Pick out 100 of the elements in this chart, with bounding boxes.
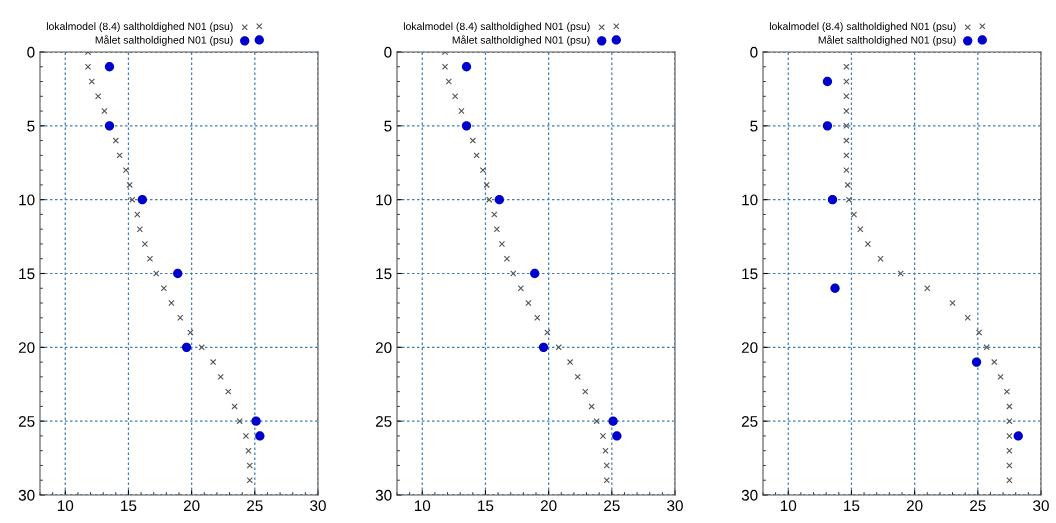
y-tick-label: 20	[741, 342, 758, 354]
y-tick-label: 30	[741, 489, 758, 501]
point	[857, 226, 864, 233]
y-tick-label: 30	[18, 489, 35, 501]
point	[971, 357, 982, 367]
point	[445, 78, 452, 85]
y-tick-label: 15	[376, 268, 392, 280]
point	[603, 462, 610, 469]
point	[844, 181, 851, 189]
point	[1006, 447, 1013, 454]
point	[251, 416, 261, 426]
point	[897, 270, 904, 277]
point	[997, 373, 1004, 381]
point	[473, 152, 480, 159]
x-tick-label: 25	[604, 500, 620, 512]
y-tick-label: 5	[27, 120, 35, 132]
point	[136, 226, 143, 233]
point	[1013, 431, 1023, 441]
point	[827, 195, 838, 205]
point	[458, 107, 465, 115]
point	[603, 477, 610, 484]
x-tick-label: 30	[667, 500, 683, 512]
point	[491, 211, 498, 218]
legend-label: Målet saltholdighed N01 (psu)	[452, 35, 590, 46]
legend-label: lokalmodel (8.4) saltholdighed N01 (psu)	[46, 22, 233, 33]
point	[534, 314, 541, 321]
point	[845, 196, 853, 203]
point	[160, 285, 167, 292]
point	[991, 358, 998, 366]
y-tick-label: 20	[375, 342, 392, 354]
point	[153, 270, 160, 277]
point	[461, 121, 472, 131]
x-tick-label: 20	[906, 500, 923, 512]
point	[517, 285, 524, 292]
point	[177, 314, 184, 321]
point	[236, 418, 243, 425]
point	[94, 93, 102, 100]
point	[608, 416, 618, 426]
point	[510, 270, 517, 277]
point	[461, 62, 472, 72]
legend-label: lokalmodel (8.4) saltholdighed N01 (psu)	[403, 22, 590, 33]
y-tick-label: 5	[384, 120, 392, 132]
point	[612, 431, 622, 441]
x-tick-label: 20	[540, 500, 557, 512]
point	[843, 166, 850, 174]
point	[1006, 477, 1013, 484]
point	[126, 181, 133, 189]
point	[830, 283, 840, 293]
point	[168, 299, 175, 307]
x-tick-label: 30	[1033, 500, 1049, 512]
y-tick-label: 5	[750, 120, 758, 132]
point	[530, 268, 540, 279]
x-tick-label: 20	[183, 500, 200, 512]
point	[924, 285, 931, 292]
point	[850, 211, 858, 218]
point	[246, 477, 253, 484]
y-tick-label: 10	[19, 194, 35, 206]
point	[574, 373, 581, 381]
y-tick-label: 25	[18, 416, 35, 427]
point	[843, 93, 850, 100]
point	[225, 388, 232, 395]
point	[483, 181, 490, 189]
point	[104, 62, 115, 72]
point	[198, 344, 205, 351]
point	[88, 78, 95, 85]
legend-label: Målet saltholdighed N01 (psu)	[818, 35, 956, 46]
y-tick-label: 0	[27, 46, 35, 58]
y-tick-label: 10	[742, 194, 758, 206]
point	[255, 431, 265, 441]
point	[441, 63, 449, 70]
point	[525, 299, 532, 307]
point	[843, 107, 850, 115]
point	[1003, 388, 1011, 395]
point	[129, 196, 136, 203]
point	[137, 195, 148, 205]
x-tick-label: 25	[970, 500, 986, 512]
point	[949, 299, 956, 307]
point	[84, 63, 92, 70]
x-tick-label: 30	[310, 500, 326, 512]
point	[112, 137, 119, 144]
y-tick-label: 15	[19, 268, 35, 280]
point	[964, 314, 971, 321]
point	[104, 121, 115, 131]
point	[493, 226, 500, 233]
point	[538, 342, 549, 352]
x-tick-label: 25	[247, 500, 263, 512]
legend-label: lokalmodel (8.4) saltholdighed N01 (psu)	[769, 22, 956, 33]
point	[843, 152, 850, 159]
point	[1006, 432, 1013, 440]
y-tick-label: 0	[750, 46, 758, 58]
y-tick-label: 20	[18, 342, 35, 354]
legend-label: Målet saltholdighed N01 (psu)	[95, 35, 233, 46]
x-tick-label: 15	[478, 500, 494, 512]
point	[116, 152, 123, 159]
point	[975, 329, 983, 336]
point	[555, 344, 562, 351]
point	[134, 211, 141, 218]
point	[1006, 418, 1013, 425]
point	[983, 344, 990, 351]
x-tick-label: 10	[780, 500, 797, 512]
